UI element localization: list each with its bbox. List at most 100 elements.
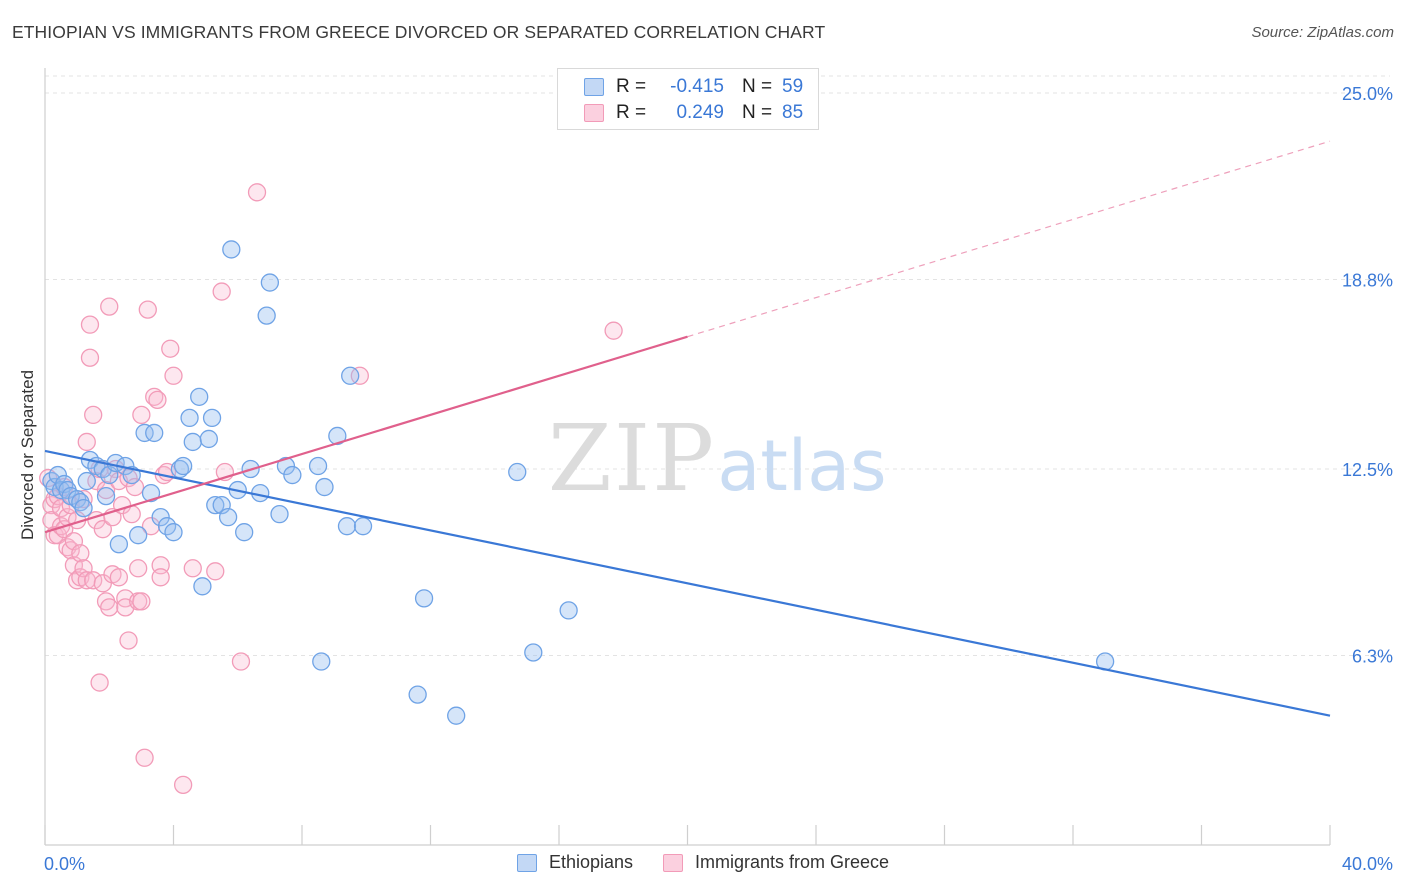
point-greece — [119, 631, 138, 650]
point-ethiopians — [276, 456, 296, 476]
legend-row-greece: R = 0.249 N = 85 — [584, 101, 803, 125]
legend-r-value: 0.249 — [676, 102, 724, 123]
tick-labels: 6.3% 12.5% 18.8% 25.0% 0.0% 40.0% — [44, 84, 1393, 874]
point-ethiopians — [129, 526, 148, 545]
point-greece — [183, 559, 202, 578]
point-greece — [148, 390, 167, 409]
watermark: ZIP atlas — [548, 405, 887, 512]
point-ethiopians — [312, 652, 331, 671]
point-ethiopians — [145, 423, 164, 443]
point-greece — [80, 348, 100, 367]
point-ethiopians — [141, 483, 161, 503]
legend-n-label: N = — [742, 102, 773, 123]
point-ethiopians — [447, 706, 466, 725]
point-ethiopians — [74, 498, 93, 518]
point-ethiopians — [257, 306, 276, 325]
legend-n-label: N = — [742, 76, 773, 97]
point-greece — [161, 339, 180, 358]
point-ethiopians — [183, 432, 202, 452]
legend-swatch-greece — [584, 104, 604, 122]
point-ethiopians — [48, 465, 67, 485]
point-ethiopians — [206, 495, 225, 515]
correlation-legend: R = -0.415 N = 59 R = 0.249 N = 85 — [557, 68, 819, 130]
point-ethiopians — [260, 273, 280, 292]
legend-n-value: 85 — [782, 102, 804, 123]
point-ethiopians — [180, 408, 199, 428]
point-ethiopians — [328, 426, 347, 446]
point-ethiopians — [170, 459, 190, 479]
point-ethiopians — [173, 456, 193, 476]
chart-title: ETHIOPIAN VS IMMIGRANTS FROM GREECE DIVO… — [12, 22, 826, 42]
axes — [44, 68, 1331, 846]
point-greece — [132, 405, 151, 425]
point-ethiopians — [77, 471, 96, 491]
point-ethiopians — [67, 489, 87, 509]
point-greece — [173, 775, 193, 794]
point-ethiopians — [341, 366, 360, 385]
point-ethiopians — [337, 517, 357, 536]
point-greece — [90, 673, 109, 692]
watermark-atlas: atlas — [717, 425, 886, 507]
point-greece — [74, 559, 93, 578]
point-greece — [100, 297, 119, 316]
point-ethiopians — [222, 240, 241, 259]
point-greece — [604, 321, 623, 340]
point-ethiopians — [202, 408, 222, 428]
watermark-zip: ZIP — [548, 405, 716, 512]
point-greece — [109, 568, 129, 587]
point-greece — [100, 598, 119, 617]
point-ethiopians — [315, 477, 334, 497]
point-greece — [151, 568, 170, 587]
trend-line-greece — [44, 335, 688, 534]
series-swatch-ethiopians — [516, 853, 537, 872]
legend-r-label: R = — [616, 76, 647, 97]
point-greece — [129, 559, 148, 578]
source-note: Source: ZipAtlas.com — [1251, 24, 1394, 41]
point-ethiopians — [109, 535, 129, 554]
point-greece — [247, 183, 267, 202]
grid-lines — [45, 75, 1390, 657]
point-greece — [212, 282, 231, 301]
point-ethiopians — [199, 429, 218, 449]
point-greece — [350, 366, 369, 385]
point-greece — [96, 480, 116, 500]
trend-line-ethiopians — [44, 449, 1331, 717]
point-ethiopians — [164, 523, 183, 542]
y-tick-label: 25.0% — [1342, 84, 1393, 104]
point-greece — [125, 477, 145, 497]
point-greece — [119, 468, 138, 488]
point-ethiopians — [96, 486, 116, 506]
point-ethiopians — [190, 387, 209, 406]
point-greece — [164, 366, 183, 385]
point-ethiopians — [408, 685, 427, 704]
point-ethiopians — [414, 589, 434, 608]
point-ethiopians — [559, 601, 578, 620]
point-ethiopians — [235, 523, 254, 542]
point-ethiopians — [283, 465, 302, 485]
series-legend-ethiopians[interactable]: Ethiopians — [516, 852, 633, 873]
point-greece — [71, 544, 90, 563]
series-label-ethiopians: Ethiopians — [548, 852, 633, 872]
y-axis-label: Divorced or Separated — [18, 369, 37, 541]
point-greece — [145, 387, 164, 406]
series-legend-greece[interactable]: Immigrants from Greece — [663, 852, 889, 873]
point-ethiopians — [353, 517, 373, 536]
point-greece — [132, 592, 151, 611]
x-tick-label: 40.0% — [1342, 854, 1393, 874]
point-greece — [93, 520, 112, 539]
legend-r-label: R = — [616, 102, 647, 123]
point-greece — [84, 405, 103, 425]
point-greece — [231, 652, 251, 671]
point-greece — [77, 432, 96, 452]
x-tick-label: 0.0% — [44, 854, 85, 874]
series-legend: Ethiopians Immigrants from Greece — [0, 852, 1406, 873]
series-swatch-greece — [663, 853, 683, 872]
legend-row-ethiopians: R = -0.415 N = 59 — [584, 75, 803, 99]
legend-swatch-ethiopians — [584, 78, 604, 96]
point-ethiopians — [135, 423, 154, 443]
point-ethiopians — [193, 577, 212, 596]
trend-lines — [44, 140, 1331, 717]
point-ethiopians — [270, 504, 289, 524]
y-tick-label: 12.5% — [1342, 460, 1393, 480]
